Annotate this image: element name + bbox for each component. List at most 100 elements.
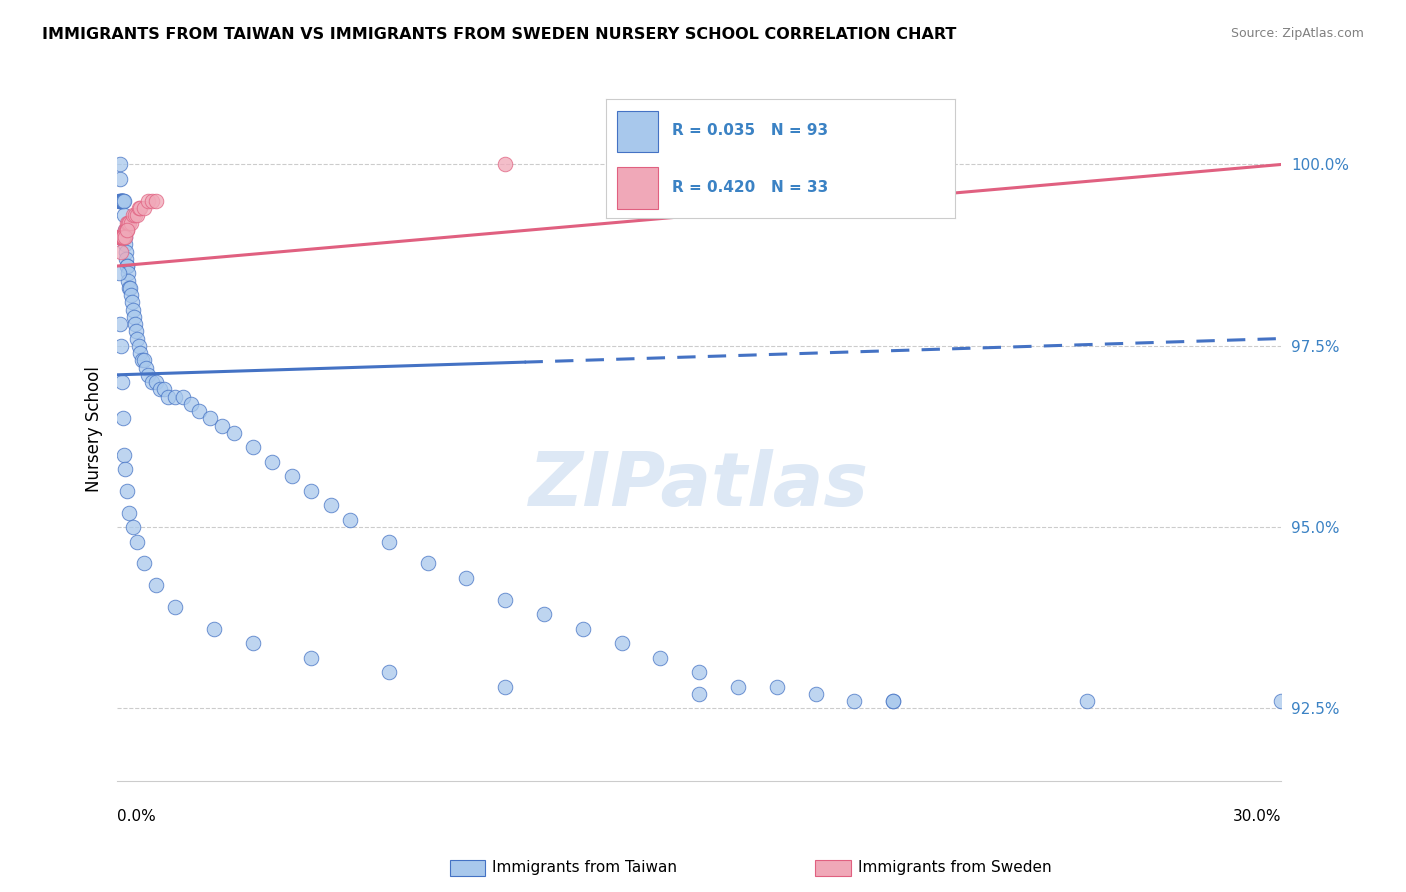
Point (121, 295, 143, 310)
Point (121, 302, 143, 317)
Point (533, 607, 555, 622)
Point (118, 215, 141, 229)
Text: Immigrants from Sweden: Immigrants from Sweden (858, 861, 1052, 875)
Point (114, 237, 136, 252)
Point (299, 650, 322, 665)
Text: Immigrants from Taiwan: Immigrants from Taiwan (492, 861, 678, 875)
Point (110, 244, 132, 259)
Point (111, 194, 134, 208)
Point (108, 194, 131, 208)
Point (115, 483, 138, 498)
Point (110, 194, 132, 208)
Point (211, 418, 233, 433)
Point (688, 687, 710, 701)
Point (128, 201, 150, 215)
Point (165, 599, 187, 614)
Point (145, 194, 167, 208)
Point (114, 244, 136, 259)
Point (115, 259, 138, 273)
Point (378, 665, 401, 680)
Point (281, 469, 304, 483)
Point (882, 694, 904, 708)
Point (108, 172, 131, 186)
Point (115, 223, 138, 237)
Point (118, 281, 141, 295)
Point (115, 252, 138, 266)
Point (112, 208, 135, 222)
Text: 30.0%: 30.0% (1233, 809, 1281, 824)
Point (456, 571, 478, 585)
Point (262, 455, 284, 469)
Point (115, 215, 138, 229)
Text: ZIPatlas: ZIPatlas (529, 449, 869, 522)
Point (882, 694, 904, 708)
Text: Source: ZipAtlas.com: Source: ZipAtlas.com (1230, 27, 1364, 40)
Point (111, 194, 134, 208)
Point (571, 622, 593, 636)
Point (111, 230, 134, 244)
Point (108, 230, 131, 244)
Point (242, 441, 264, 455)
Point (165, 390, 187, 404)
Point (145, 578, 167, 592)
Point (108, 266, 131, 280)
Point (416, 557, 439, 571)
Point (121, 520, 143, 534)
Point (1270, 694, 1292, 708)
Point (125, 208, 148, 222)
Point (111, 194, 134, 208)
Point (125, 534, 148, 549)
Point (844, 694, 866, 708)
Point (112, 448, 135, 462)
Point (319, 499, 342, 513)
Point (688, 665, 710, 680)
Point (650, 650, 672, 665)
Point (112, 230, 135, 244)
Point (125, 324, 148, 338)
Point (117, 266, 139, 280)
Point (765, 680, 787, 694)
Point (110, 317, 132, 331)
Text: IMMIGRANTS FROM TAIWAN VS IMMIGRANTS FROM SWEDEN NURSERY SCHOOL CORRELATION CHAR: IMMIGRANTS FROM TAIWAN VS IMMIGRANTS FRO… (42, 27, 956, 42)
Point (111, 230, 134, 244)
Point (110, 194, 132, 208)
Point (108, 194, 131, 208)
Point (114, 230, 136, 244)
Point (152, 382, 174, 396)
Point (200, 411, 222, 425)
Point (136, 194, 159, 208)
Point (111, 230, 134, 244)
Point (118, 506, 141, 520)
Point (122, 310, 145, 324)
Point (121, 208, 143, 222)
Point (115, 259, 138, 273)
Point (115, 223, 138, 237)
Point (111, 375, 134, 389)
Point (111, 411, 134, 425)
Point (172, 390, 194, 404)
Point (108, 230, 131, 244)
Point (117, 273, 139, 287)
Point (124, 208, 146, 222)
Point (149, 382, 172, 396)
Point (1076, 694, 1098, 708)
Point (114, 223, 136, 237)
Point (222, 425, 245, 440)
Point (129, 201, 152, 215)
Point (110, 339, 132, 353)
Text: 0.0%: 0.0% (117, 809, 156, 824)
Point (141, 375, 163, 389)
Point (187, 404, 209, 418)
Point (141, 194, 163, 208)
Point (134, 201, 156, 215)
Point (494, 157, 516, 171)
Point (118, 281, 141, 295)
Point (111, 194, 134, 208)
Point (156, 390, 179, 404)
Point (108, 230, 131, 244)
Point (145, 375, 167, 389)
Point (124, 317, 146, 331)
Point (610, 636, 633, 650)
Point (202, 622, 225, 636)
Point (494, 592, 516, 607)
